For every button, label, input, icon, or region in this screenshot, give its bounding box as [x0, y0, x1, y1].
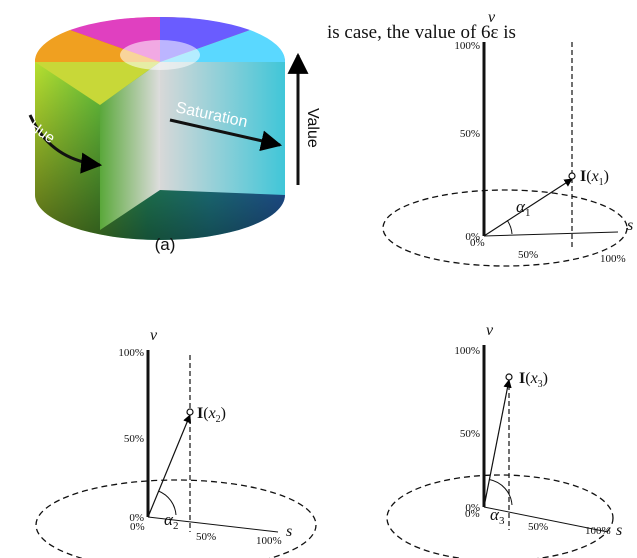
angle-label: α3 — [490, 505, 505, 527]
v-tick-label: 100% — [118, 347, 144, 359]
top-highlight — [120, 40, 200, 70]
saturation-axis — [484, 232, 618, 236]
s-tick-label: 0% — [470, 237, 485, 249]
point-var: x — [530, 370, 538, 387]
hsv-cylinder: Hue Saturation Value (a) — [26, 17, 321, 254]
figure: Hue Saturation Value (a) is case, the va… — [0, 0, 637, 558]
panel-caption: (a) — [155, 235, 176, 254]
angle-label: α1 — [516, 197, 530, 219]
point-var: x — [591, 168, 599, 185]
angle-index: 3 — [499, 515, 505, 527]
point-close: ) — [604, 168, 609, 185]
angle-index: 1 — [525, 207, 531, 219]
v-tick-label: 50% — [124, 433, 144, 445]
point-label: I(x2) — [197, 405, 226, 425]
s-axis-label: s — [286, 523, 292, 540]
angle-index: 2 — [173, 520, 179, 532]
s-tick-label: 50% — [528, 521, 548, 533]
s-tick-label: 50% — [196, 531, 216, 543]
v-axis-label: v — [150, 327, 158, 344]
v-tick-label: 50% — [460, 128, 480, 140]
value-label: Value — [304, 108, 321, 148]
v-axis-label: v — [486, 322, 494, 339]
point-label: I(x3) — [519, 370, 548, 390]
cut-face — [160, 62, 285, 195]
pixel-point — [569, 173, 575, 179]
pixel-point — [506, 374, 512, 380]
v-tick-label: 100% — [454, 345, 480, 357]
v-axis-label: v — [488, 9, 496, 26]
pixel-vector — [148, 415, 190, 517]
s-tick-label: 100% — [256, 535, 282, 547]
s-tick-label: 0% — [130, 521, 145, 533]
s-tick-label: 50% — [518, 249, 538, 261]
v-tick-label: 50% — [460, 428, 480, 440]
pixel-point — [187, 409, 193, 415]
point-var: x — [208, 405, 216, 422]
angle-arc — [507, 220, 512, 234]
v-tick-label: 100% — [454, 40, 480, 52]
s-tick-label: 0% — [465, 508, 480, 520]
s-tick-label: 100% — [600, 253, 626, 265]
point-close: ) — [543, 370, 548, 387]
s-tick-label: 100% — [585, 525, 611, 537]
point-label: I(x1) — [580, 168, 609, 188]
hue-circle — [383, 190, 627, 266]
s-axis-label: s — [627, 217, 633, 234]
point-close: ) — [221, 405, 226, 422]
s-axis-label: s — [616, 522, 622, 539]
